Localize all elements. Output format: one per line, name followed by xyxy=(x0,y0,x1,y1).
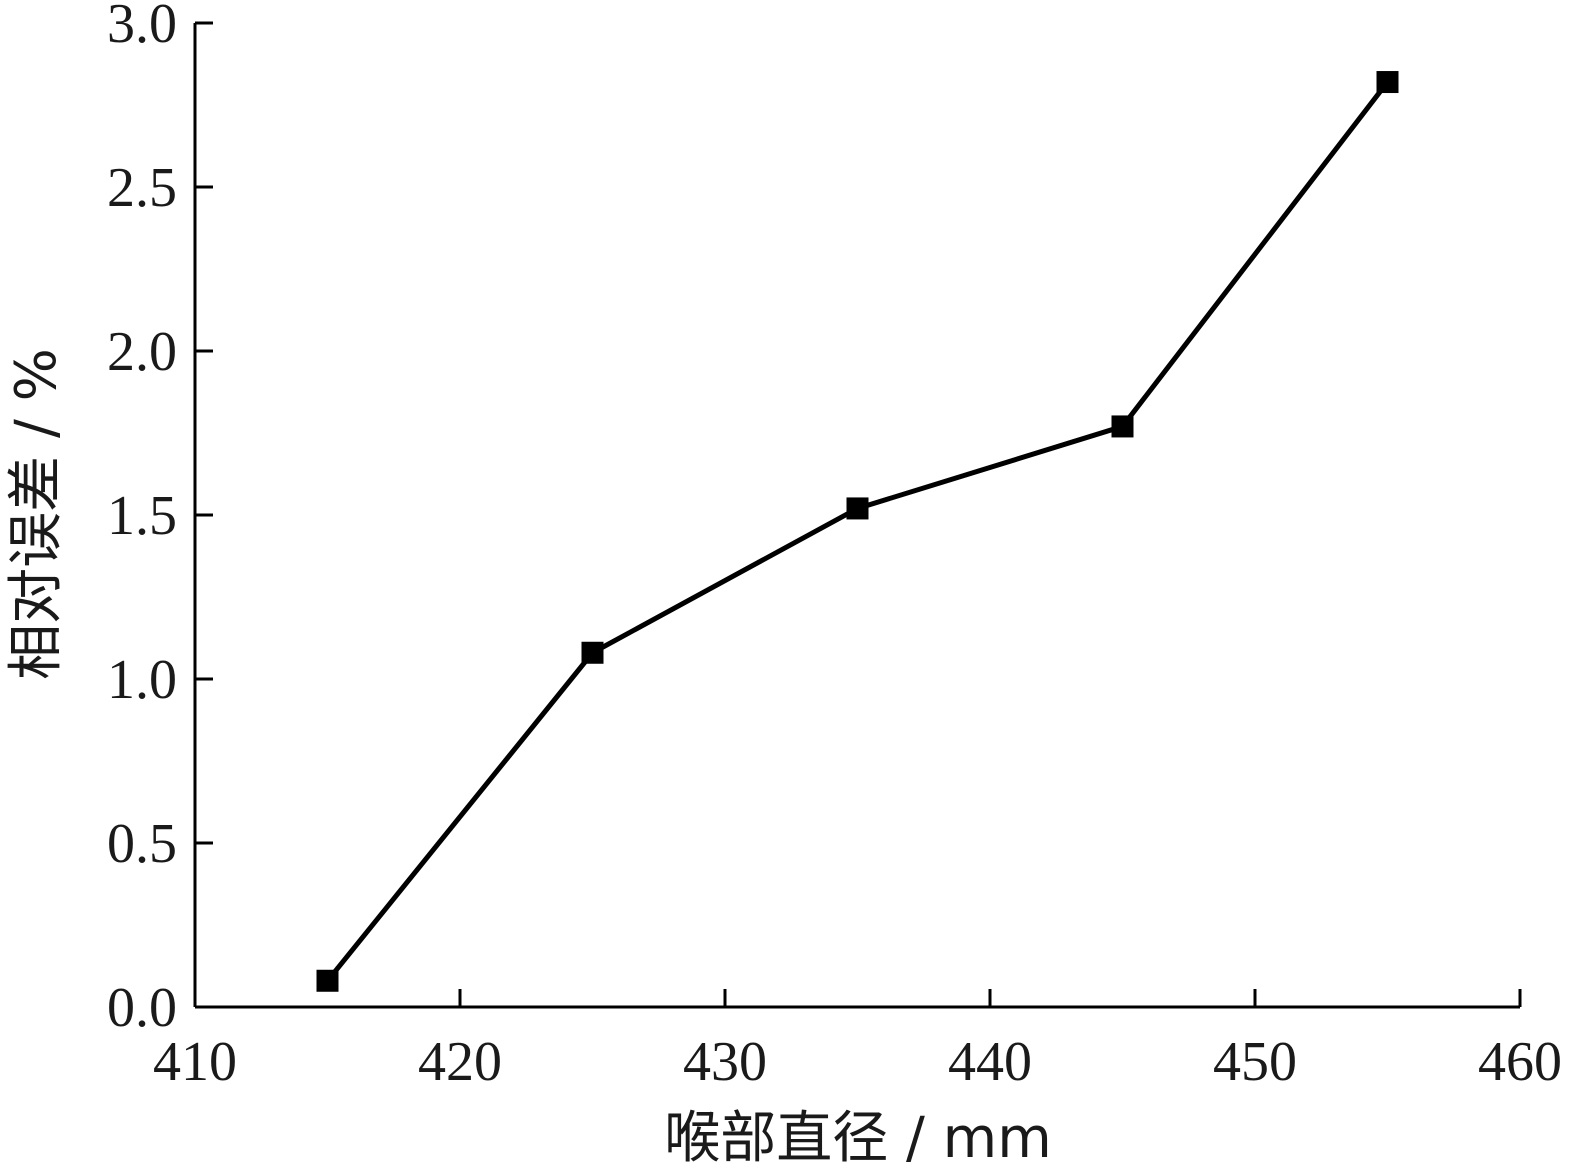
y-tick-label: 0.0 xyxy=(107,977,177,1039)
x-axis-title: 喉部直径 / mm xyxy=(664,1106,1052,1171)
data-point-marker xyxy=(846,497,869,520)
series-layer xyxy=(316,71,1399,992)
x-tick-label: 430 xyxy=(683,1031,767,1093)
y-tick-label: 2.5 xyxy=(107,157,177,219)
data-point-marker xyxy=(316,969,339,992)
x-tick-label: 460 xyxy=(1478,1031,1562,1093)
y-tick-label: 1.0 xyxy=(107,649,177,711)
x-tick-label: 410 xyxy=(153,1031,237,1093)
data-point-marker xyxy=(1111,415,1134,438)
data-point-marker xyxy=(581,641,604,664)
y-tick-label: 0.5 xyxy=(107,813,177,875)
data-point-marker xyxy=(1376,71,1399,94)
y-axis-ticks: 0.0 0.5 1.0 1.5 2.0 2.5 3.0 xyxy=(107,0,213,1039)
y-tick-label: 1.5 xyxy=(107,485,177,547)
x-axis-ticks: 410 420 430 440 450 460 xyxy=(153,989,1562,1093)
x-tick-label: 440 xyxy=(948,1031,1032,1093)
y-tick-label: 3.0 xyxy=(107,0,177,55)
y-tick-label: 2.0 xyxy=(107,321,177,383)
series-line xyxy=(325,80,1390,983)
x-tick-label: 420 xyxy=(418,1031,502,1093)
y-axis-title: 相对误差 / % xyxy=(4,348,69,680)
x-tick-label: 450 xyxy=(1213,1031,1297,1093)
